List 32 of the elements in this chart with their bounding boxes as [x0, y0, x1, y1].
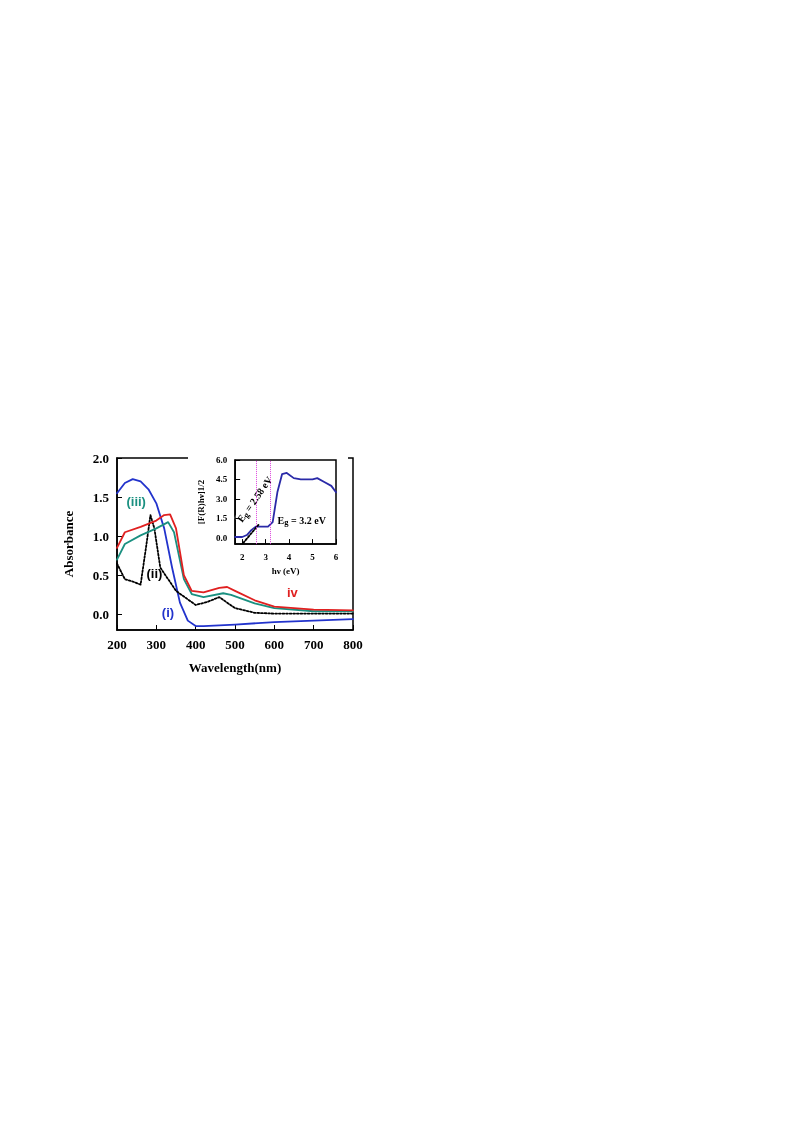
- x-tick-label: 2: [239, 551, 245, 562]
- y-tick-label: 1.0: [92, 528, 109, 544]
- x-tick-label: 700: [303, 637, 324, 652]
- x-tick-label: 200: [107, 637, 127, 652]
- y-tick-label: 3.0: [215, 493, 228, 504]
- line-series: [234, 472, 337, 538]
- y-tick-label: 0.0: [215, 532, 228, 543]
- y-tick-label: 0.5: [92, 567, 110, 583]
- x-axis-title: hν (eV): [271, 565, 300, 576]
- series-label: (ii): [146, 565, 163, 581]
- x-tick-label: 600: [264, 637, 285, 652]
- y-tick-label: 1.5: [92, 489, 110, 505]
- x-tick-label: 500: [225, 637, 245, 652]
- series-label: (i): [161, 605, 175, 621]
- y-tick-label: 2.0: [92, 450, 109, 466]
- line-series: [116, 478, 354, 627]
- series-label: (iii): [126, 493, 146, 509]
- y-tick-label: 6.0: [215, 455, 228, 465]
- x-axis-title: Wavelength(nm): [188, 660, 282, 675]
- y-axis-title: Absorbance: [61, 510, 76, 578]
- x-tick-label: 400: [185, 637, 206, 652]
- x-tick-label: 5: [310, 551, 316, 562]
- x-tick-label: 800: [343, 637, 363, 652]
- x-tick-label: 6: [333, 551, 339, 562]
- y-axis-title: [F(R)hν]1/2: [195, 479, 206, 525]
- y-tick-label: 0.0: [92, 606, 109, 622]
- x-tick-label: 300: [146, 637, 167, 652]
- series-label: iv: [286, 584, 299, 600]
- y-tick-label: 1.5: [215, 513, 228, 524]
- x-tick-label: 4: [286, 551, 292, 562]
- x-tick-label: 3: [263, 551, 269, 562]
- y-tick-label: 4.5: [215, 474, 228, 485]
